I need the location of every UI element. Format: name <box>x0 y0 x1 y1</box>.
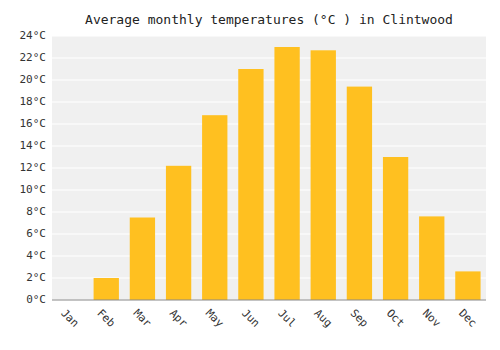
grid-line <box>52 57 486 58</box>
y-tick-label: 14°C <box>20 139 47 152</box>
grid-line <box>52 123 486 124</box>
x-tick-label: Jul <box>275 307 298 330</box>
y-axis: 0°C 2°C 4°C 6°C 8°C 10°C 12°C 14°C 16°C 18°C 20°C 2… <box>20 29 47 306</box>
y-tick-label: 8°C <box>26 205 46 218</box>
plot-background <box>52 36 486 300</box>
y-tick-label: 4°C <box>26 249 46 262</box>
x-tick-label: Sep <box>348 307 371 330</box>
bar <box>311 50 336 300</box>
y-tick-label: 2°C <box>26 271 46 284</box>
page: {"chart_data": {"type": "bar", "title": … <box>0 0 500 350</box>
y-tick-label: 24°C <box>20 29 47 42</box>
x-axis: Jan Feb Mar Apr May Jun Jul Aug Sep Oct Nov Dec <box>52 300 486 330</box>
y-tick-label: 12°C <box>20 161 47 174</box>
bar <box>274 47 299 300</box>
x-axis-line <box>52 300 486 301</box>
bar <box>166 166 191 300</box>
y-tick-label: 6°C <box>26 227 46 240</box>
x-tick-label: Nov <box>420 307 444 331</box>
grid-line <box>52 101 486 102</box>
x-tick-label: Apr <box>167 307 191 331</box>
title: Average monthly temperatures (°C ) in Cl… <box>85 12 453 27</box>
chart: 0°C 2°C 4°C 6°C 8°C 10°C 12°C 14°C 16°C 18°C 20°C 2… <box>0 0 500 350</box>
grid-line <box>52 145 486 146</box>
x-tick-label: May <box>203 307 227 331</box>
bar <box>130 218 155 301</box>
y-tick-label: 20°C <box>20 73 47 86</box>
grid <box>52 36 486 300</box>
y-tick-label: 18°C <box>20 95 47 108</box>
x-tick-label: Jan <box>58 307 81 330</box>
x-tick-label: Jun <box>239 307 262 330</box>
x-tick-label: Mar <box>131 307 155 331</box>
y-tick-label: 0°C <box>26 293 46 306</box>
x-tick-label: Feb <box>94 307 117 330</box>
bars <box>94 47 481 300</box>
bar <box>455 271 480 300</box>
bar <box>202 115 227 300</box>
x-tick-label: Oct <box>384 307 407 330</box>
y-tick-label: 16°C <box>20 117 47 130</box>
bar <box>238 69 263 300</box>
x-tick-label: Aug <box>311 307 334 330</box>
bar <box>383 157 408 300</box>
grid-line <box>52 35 486 36</box>
y-tick-label: 22°C <box>20 51 47 64</box>
grid-line <box>52 167 486 168</box>
grid-line <box>52 299 486 300</box>
bar <box>94 278 119 300</box>
grid-line <box>52 189 486 190</box>
y-tick-label: 10°C <box>20 183 47 196</box>
x-tick-label: Dec <box>456 307 479 330</box>
bar <box>347 87 372 300</box>
grid-line <box>52 79 486 80</box>
grid-line <box>52 211 486 212</box>
bar <box>419 216 444 300</box>
